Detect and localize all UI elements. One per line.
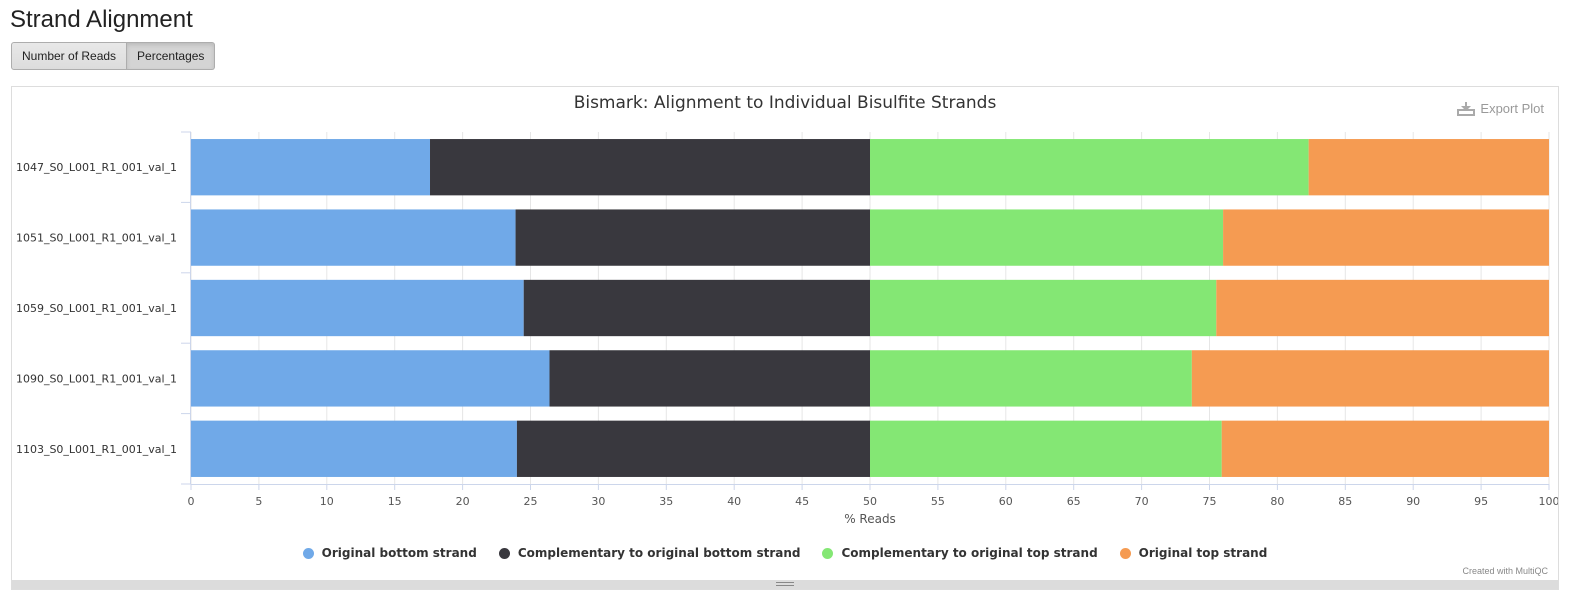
x-tick-label: 5 [255,495,262,508]
chart-title: Bismark: Alignment to Individual Bisulfi… [573,93,997,113]
bar-segment[interactable] [870,139,1309,196]
legend-item-original-bottom-strand[interactable]: Original bottom strand [302,546,477,560]
export-plot-button[interactable]: Export Plot [1457,101,1544,116]
x-tick-label: 75 [1203,495,1217,508]
bar-segment[interactable] [516,420,870,477]
legend-item-complementary-bottom-strand[interactable]: Complementary to original bottom strand [498,546,801,560]
x-tick-label: 60 [999,495,1013,508]
x-tick-label: 90 [1406,495,1420,508]
bar-segment[interactable] [870,350,1192,407]
legend-item-original-top-strand[interactable]: Original top strand [1119,546,1268,560]
legend-marker [1119,547,1131,559]
bar-segment[interactable] [1308,139,1549,196]
x-tick-label: 25 [524,495,538,508]
bar-segment[interactable] [430,139,870,196]
x-tick-label: 95 [1474,495,1488,508]
bar-segment[interactable] [1221,420,1549,477]
plot-container: 1047_S0_L001_R1_001_val_1 1051_S0_L001_R1… [11,86,1559,590]
x-tick-label: 65 [1067,495,1081,508]
bar-segment[interactable] [515,209,870,266]
legend-marker [302,547,314,559]
category-label: 1047_S0_L001_R1_001_val_1 [16,161,177,174]
legend-label: Complementary to original bottom strand [517,546,801,560]
chart-legend: Original bottom strand Complementary to … [12,546,1558,560]
bar-segment[interactable] [870,209,1224,266]
x-tick-label: 40 [727,495,741,508]
category-label: 1051_S0_L001_R1_001_val_1 [16,232,177,245]
bar-segment[interactable] [191,350,550,407]
category-label: 1103_S0_L001_R1_001_val_1 [16,443,177,456]
legend-label: Complementary to original top strand [841,546,1098,560]
number-of-reads-button[interactable]: Number of Reads [11,42,128,70]
category-label: 1059_S0_L001_R1_001_val_1 [16,302,177,315]
section-title: Strand Alignment [10,6,193,33]
x-tick-label: 20 [456,495,470,508]
bar-segment[interactable] [1216,279,1549,337]
plot-mode-toggle: Number of Reads Percentages [11,42,216,70]
export-plot-label: Export Plot [1480,101,1544,116]
x-tick-label: 30 [591,495,605,508]
legend-marker [498,547,510,559]
bar-segment[interactable] [191,279,524,337]
x-tick-label: 85 [1338,495,1352,508]
x-tick-label: 15 [388,495,402,508]
stacked-bar-chart: 1047_S0_L001_R1_001_val_1 1051_S0_L001_R1… [16,131,1559,526]
bar-segment[interactable] [1191,350,1549,407]
multiqc-credit: Created with MultiQC [1462,566,1548,576]
bar-segment[interactable] [549,350,870,407]
bar-segment[interactable] [191,420,517,477]
x-tick-label: 35 [659,495,673,508]
x-tick-label: 0 [188,495,195,508]
x-tick-label: 55 [931,495,945,508]
bar-segment[interactable] [870,420,1222,477]
percentages-button[interactable]: Percentages [127,42,216,70]
bar-segment[interactable] [1223,209,1549,266]
plot-resize-handle[interactable] [12,580,1558,589]
download-icon [1457,102,1476,116]
legend-label: Original bottom strand [321,546,477,560]
x-tick-label: 70 [1135,495,1149,508]
legend-marker [822,547,834,559]
x-tick-label: 45 [795,495,809,508]
x-tick-label: 80 [1270,495,1284,508]
bar-segment[interactable] [523,279,870,337]
bar-segment[interactable] [191,139,431,196]
x-tick-label: 50 [863,495,877,508]
category-label: 1090_S0_L001_R1_001_val_1 [16,372,177,385]
bar-segment[interactable] [191,209,516,266]
legend-item-complementary-top-strand[interactable]: Complementary to original top strand [822,546,1098,560]
legend-label: Original top strand [1138,546,1268,560]
bar-segment[interactable] [870,279,1217,337]
x-tick-label: 10 [320,495,334,508]
x-tick-label: 100 [1539,495,1559,508]
x-axis-title: % Reads [844,512,896,526]
